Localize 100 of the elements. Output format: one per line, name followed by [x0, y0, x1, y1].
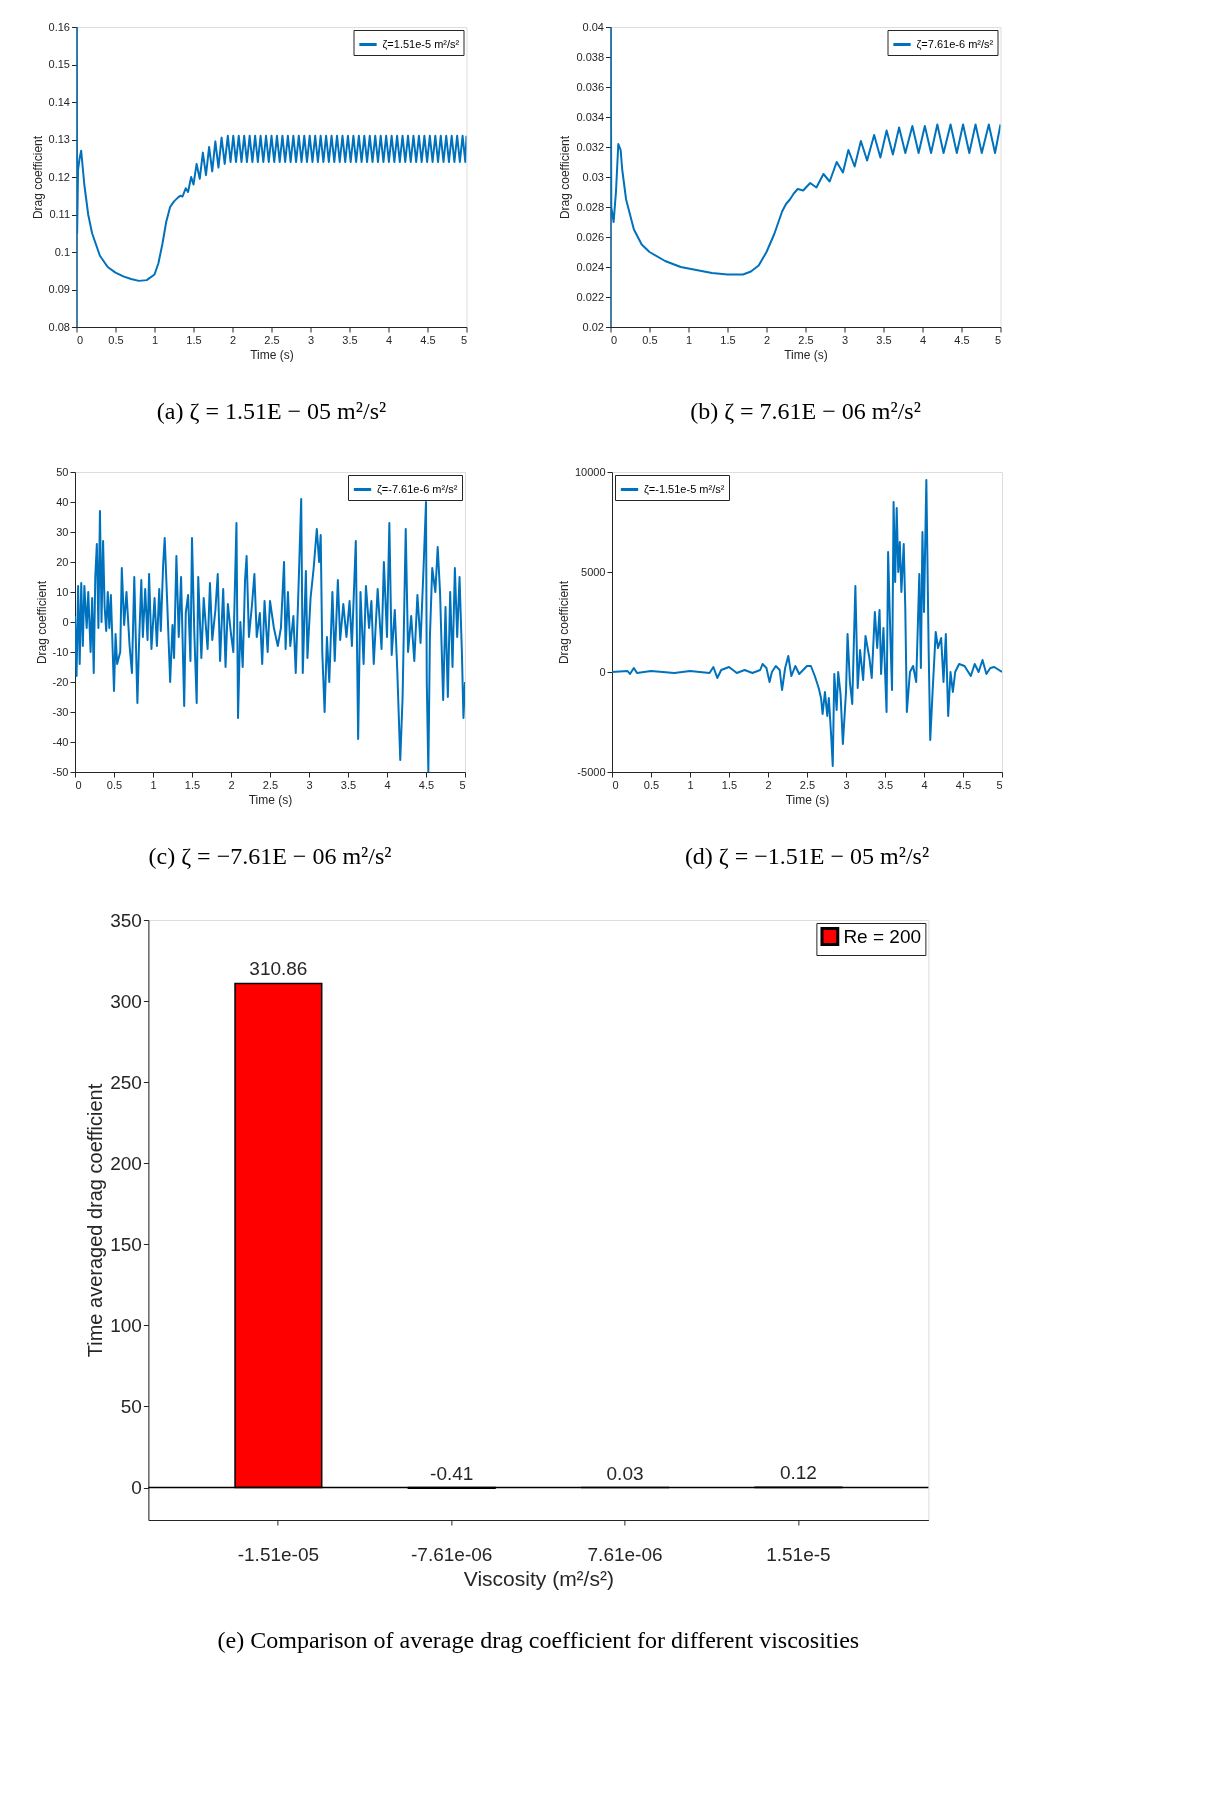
y-tick-label: 350 — [110, 909, 142, 931]
x-tick-label: 0 — [612, 778, 619, 791]
y-tick-label: 0.03 — [582, 170, 604, 183]
x-axis-title: Viscosity (m²/s²) — [463, 1566, 614, 1590]
x-tick-label: 0 — [75, 778, 82, 791]
y-tick-label: 100 — [110, 1314, 142, 1336]
data-label: 310.86 — [249, 958, 308, 980]
y-tick-label: -50 — [52, 765, 69, 778]
x-tick-label: 2.5 — [799, 778, 816, 791]
y-tick-label: -10 — [52, 645, 69, 658]
y-tick-label: 0.15 — [48, 58, 70, 70]
x-tick-label: 7.61e-06 — [587, 1543, 663, 1565]
x-tick-label: 5 — [994, 333, 1001, 346]
x-tick-label: -7.61e-06 — [411, 1543, 493, 1565]
data-label: 0.03 — [606, 1462, 644, 1484]
y-tick-label: 0.13 — [48, 133, 70, 145]
y-tick-label: 250 — [110, 1071, 142, 1093]
x-tick-label: 3 — [307, 333, 315, 346]
x-tick-label: 0 — [77, 333, 84, 346]
x-tick-label: 1 — [151, 333, 159, 346]
y-tick-label: 0.08 — [48, 320, 70, 333]
legend-label: ζ=-1.51e-5 m²/s² — [644, 482, 725, 495]
x-axis-title: Time (s) — [785, 792, 830, 807]
x-tick-label: 2.5 — [262, 778, 279, 791]
y-axis-title: Drag coefficient — [558, 135, 573, 220]
text: (c) ζ = −7.61E − 06 m²/s² — [148, 843, 392, 869]
x-tick-label: 3.5 — [876, 333, 892, 346]
x-tick-label: 2 — [229, 333, 237, 346]
legend-label: ζ=7.61e-6 m²/s² — [916, 37, 994, 50]
x-tick-label: 4.5 — [954, 333, 970, 346]
y-tick-label: 200 — [110, 1152, 142, 1174]
x-tick-label: 0.5 — [643, 778, 660, 791]
y-tick-label: 20 — [56, 555, 69, 568]
x-tick-label: 0.5 — [108, 333, 124, 346]
data-label: -0.41 — [430, 1463, 474, 1485]
x-tick-label: 1.5 — [186, 333, 202, 346]
x-tick-label: 1.51e-5 — [766, 1543, 831, 1565]
x-tick-label: 2.5 — [798, 333, 814, 346]
y-tick-label: 0.14 — [48, 95, 70, 108]
x-tick-label: 3 — [306, 778, 313, 791]
y-tick-label: 0.024 — [576, 260, 604, 273]
y-tick-label: 0.026 — [576, 230, 604, 243]
y-tick-label: 0.036 — [576, 80, 604, 93]
x-tick-label: -1.51e-05 — [237, 1543, 320, 1565]
y-tick-label: 10000 — [574, 465, 606, 478]
y-tick-label: 0.02 — [582, 320, 604, 333]
y-tick-label: 300 — [110, 990, 142, 1012]
y-axis-title: Drag coefficient — [34, 580, 49, 665]
x-tick-label: 5 — [460, 333, 467, 346]
y-tick-label: 0.04 — [582, 20, 604, 33]
y-tick-label: 0.12 — [48, 170, 70, 183]
x-tick-label: 4.5 — [955, 778, 972, 791]
y-tick-label: 50 — [56, 465, 69, 478]
y-tick-label: 0.1 — [54, 245, 70, 258]
x-tick-label: 5 — [996, 778, 1003, 791]
x-tick-label: 2 — [765, 778, 772, 791]
y-tick-label: 0.028 — [576, 200, 604, 213]
x-tick-label: 4 — [384, 778, 391, 791]
y-tick-label: -20 — [52, 675, 69, 688]
x-tick-label: 3 — [843, 778, 850, 791]
x-tick-label: 0.5 — [106, 778, 123, 791]
y-tick-label: 0.038 — [576, 50, 604, 63]
y-tick-label: -30 — [52, 705, 69, 718]
y-tick-label: 5000 — [581, 565, 606, 578]
y-tick-label: 10 — [56, 585, 69, 598]
x-tick-label: 4.5 — [418, 778, 435, 791]
x-tick-label: 0.5 — [642, 333, 658, 346]
x-tick-label: 3 — [841, 333, 849, 346]
y-tick-label: -40 — [52, 735, 69, 748]
data-label: 0.12 — [779, 1462, 817, 1484]
x-axis-title: Time (s) — [248, 792, 293, 807]
y-tick-label: 0.034 — [576, 110, 604, 123]
y-tick-label: 0 — [131, 1477, 142, 1499]
legend-label: ζ=-7.61e-6 m²/s² — [377, 482, 458, 495]
x-tick-label: 1 — [687, 778, 694, 791]
x-tick-label: 1 — [150, 778, 157, 791]
x-tick-label: 5 — [459, 778, 466, 791]
y-tick-label: -5000 — [577, 765, 606, 778]
x-tick-label: 4 — [385, 333, 393, 346]
x-tick-label: 1.5 — [721, 778, 738, 791]
y-tick-label: 0.16 — [48, 20, 70, 33]
legend-label: ζ=1.51e-5 m²/s² — [382, 37, 460, 50]
x-tick-label: 1.5 — [184, 778, 201, 791]
y-tick-label: 30 — [56, 525, 69, 538]
x-tick-label: 2.5 — [264, 333, 280, 346]
x-tick-label: 4 — [921, 778, 928, 791]
y-tick-label: 0 — [62, 615, 69, 628]
x-tick-label: 3.5 — [342, 333, 358, 346]
x-tick-label: 0 — [611, 333, 618, 346]
x-axis-title: Time (s) — [250, 347, 294, 362]
text: (e) Comparison of average drag coefficient for different viscosities — [217, 1627, 860, 1653]
x-tick-label: 3.5 — [877, 778, 894, 791]
text: (a) ζ = 1.51E − 05 m²/s² — [156, 398, 387, 424]
y-tick-label: 0.032 — [576, 140, 604, 153]
text: (d) ζ = −1.51E − 05 m²/s² — [684, 843, 930, 869]
y-tick-label: 50 — [120, 1395, 142, 1417]
y-tick-label: 0.09 — [48, 283, 70, 295]
x-tick-label: 4.5 — [420, 333, 436, 346]
x-tick-label: 2 — [763, 333, 771, 346]
legend-label: Re = 200 — [843, 925, 922, 947]
